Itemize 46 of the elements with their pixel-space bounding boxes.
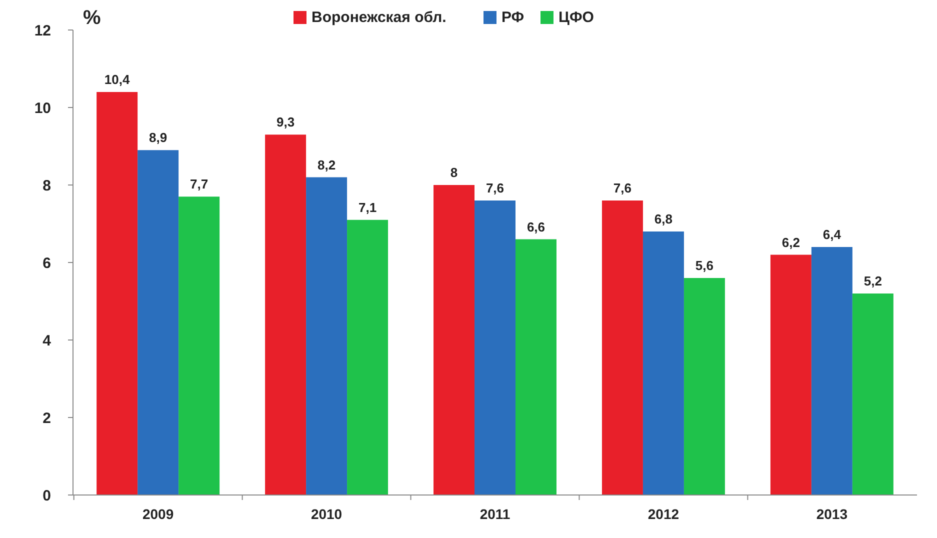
bar [306,177,348,495]
y-tick-label: 4 [42,332,52,350]
data-label: 9,3 [276,114,295,130]
x-tick-label: 2010 [310,506,342,522]
legend-label: ЦФО [558,9,594,26]
x-tick-label: 2009 [142,506,174,522]
data-label: 8,9 [149,130,168,146]
x-tick-label: 2013 [816,506,848,522]
data-label: 7,6 [486,180,504,196]
data-label: 8,2 [318,157,336,172]
y-tick-label: 10 [34,100,51,117]
data-label: 7,6 [613,180,632,196]
data-label: 5,2 [864,274,882,288]
y-tick-label: 2 [42,410,51,427]
bar [684,278,725,495]
data-label: 5,6 [695,258,714,273]
y-tick-label: 12 [34,22,51,40]
x-tick-label: 2011 [480,506,510,522]
y-tick-label: 0 [42,487,51,504]
data-label: 7,1 [358,200,377,215]
bar [642,232,684,495]
bar [178,196,220,495]
y-tick-label: 6 [42,254,51,272]
bar [138,150,179,495]
legend-label: РФ [502,9,524,26]
bar [811,247,852,495]
bar [265,134,306,495]
bar [852,294,894,495]
bar [770,254,812,495]
data-label: 6,2 [782,234,800,250]
y-axis-title: % [83,7,101,29]
data-label: 6,4 [822,227,842,242]
bar [474,200,516,495]
bar [96,92,138,495]
data-label: 6,6 [526,219,546,234]
data-label: 8 [450,165,458,180]
legend-label: Воронежская обл. [312,9,446,26]
y-tick-label: 8 [42,177,51,194]
data-label: 7,7 [190,176,208,192]
data-label: 10,4 [104,72,130,87]
bar [434,185,475,495]
bar [515,239,556,495]
bar [602,200,643,495]
x-tick-label: 2012 [648,506,680,522]
data-label: 6,8 [654,212,672,226]
bar [347,220,388,495]
